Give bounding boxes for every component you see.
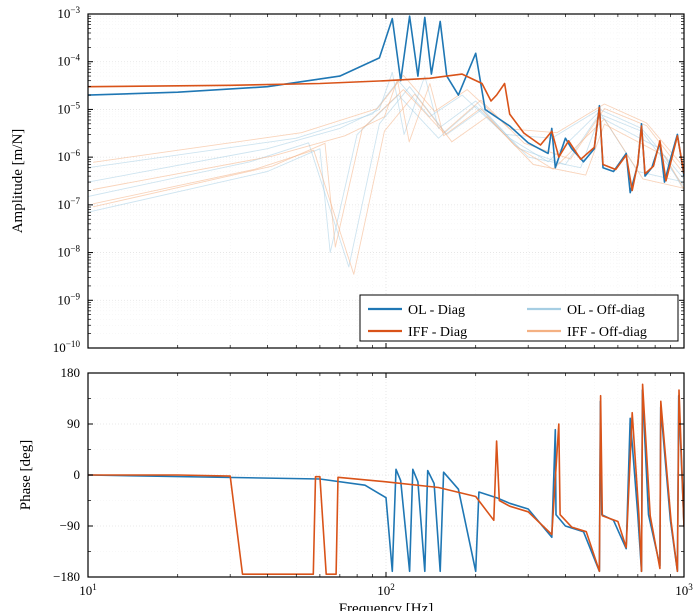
svg-text:0: 0	[74, 467, 81, 482]
xlabel: Frequency [Hz]	[339, 601, 434, 611]
legend-label: IFF - Diag	[408, 325, 467, 340]
chart-svg: 10−1010−910−810−710−610−510−410−3Amplitu…	[0, 0, 700, 611]
svg-text:90: 90	[67, 416, 80, 431]
legend-label: IFF - Off-diag	[567, 325, 647, 340]
magnitude-ylabel: Amplitude [m/N]	[10, 129, 26, 234]
bode-plot-figure: 10−1010−910−810−710−610−510−410−3Amplitu…	[0, 0, 700, 611]
legend-label: OL - Diag	[408, 303, 465, 318]
phase-ylabel: Phase [deg]	[18, 440, 34, 510]
svg-text:−90: −90	[60, 518, 80, 533]
svg-text:180: 180	[61, 365, 81, 380]
svg-text:−180: −180	[53, 569, 80, 584]
legend-label: OL - Off-diag	[567, 303, 645, 318]
